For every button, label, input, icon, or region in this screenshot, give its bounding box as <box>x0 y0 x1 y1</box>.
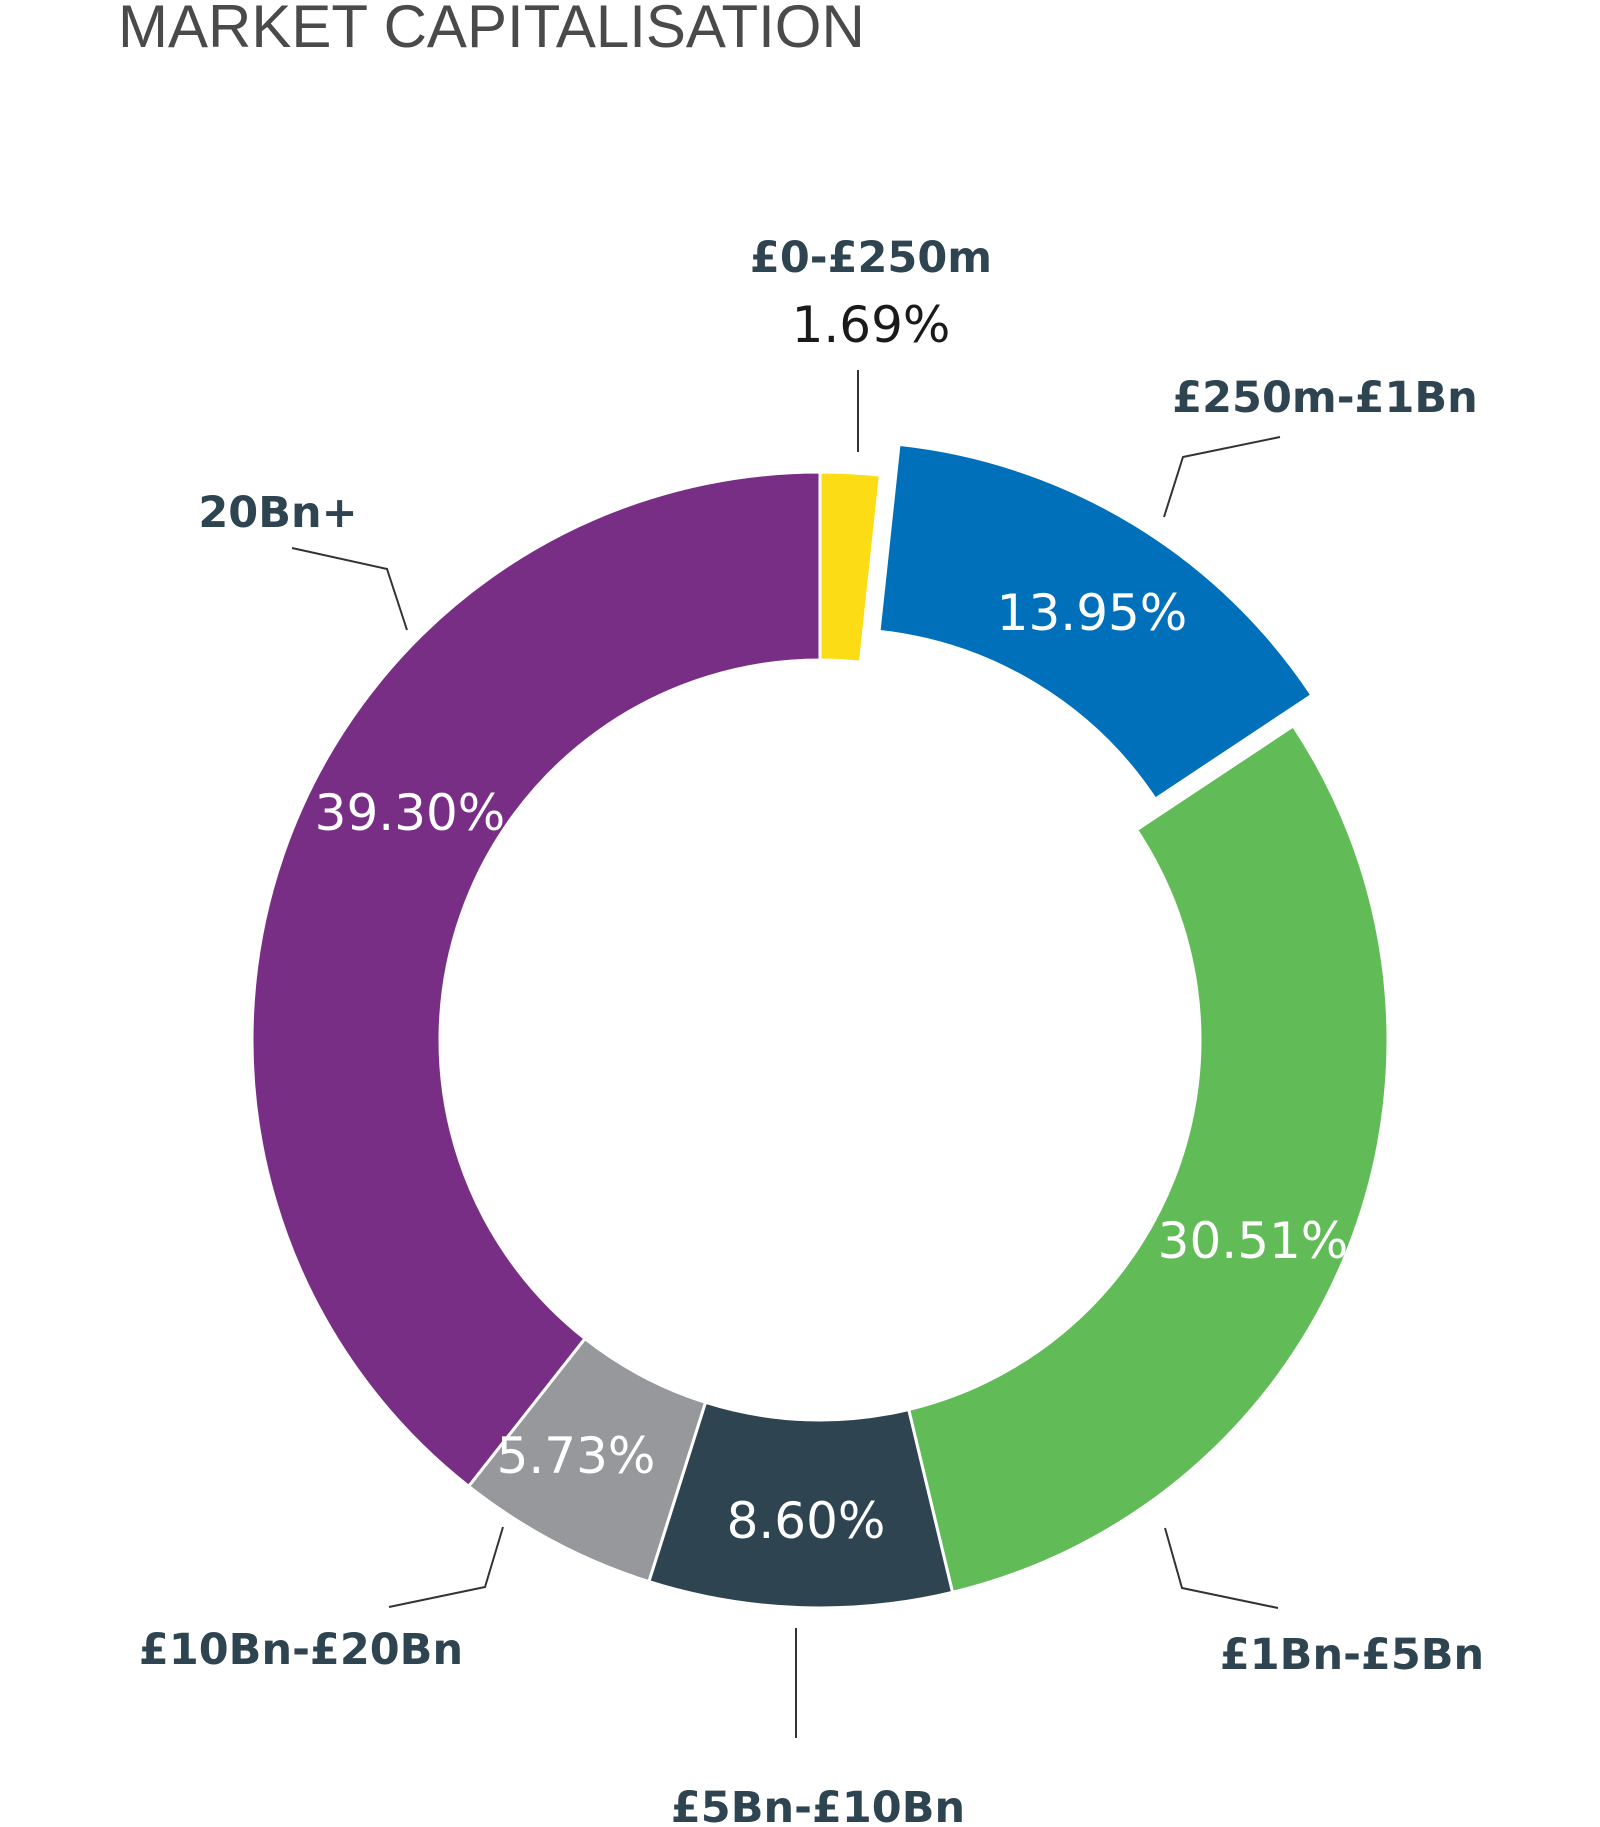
slice-0-250m <box>818 470 882 664</box>
leader-line-250m-1bn <box>1163 436 1281 518</box>
category-label-20bn-plus: 20Bn+ <box>198 488 357 538</box>
slice-20bn <box>250 470 822 1489</box>
slice-1bn-5bn <box>906 723 1390 1595</box>
value-label-10bn-20bn: 5.73% <box>497 1427 656 1485</box>
category-label-0-250m: £0-£250m <box>750 233 992 283</box>
slice-250m-1bn <box>877 442 1315 802</box>
category-label-5bn-10bn: £5Bn-£10Bn <box>671 1783 965 1827</box>
value-label-20bn-plus: 39.30% <box>315 784 506 842</box>
value-label-5bn-10bn: 8.60% <box>727 1492 886 1550</box>
category-label-10bn-20bn: £10Bn-£20Bn <box>139 1625 463 1675</box>
chart-title: MARKET CAPITALISATION <box>118 0 865 60</box>
leader-line-1bn-5bn <box>1164 1527 1279 1609</box>
category-label-1bn-5bn: £1Bn-£5Bn <box>1220 1630 1484 1680</box>
value-label-0-250m: 1.69% <box>792 296 951 354</box>
slices-group <box>250 442 1390 1610</box>
category-label-250m-1bn: £250m-£1Bn <box>1172 373 1478 423</box>
leader-line-10bn-20bn <box>388 1526 504 1608</box>
leader-line-20bn-plus <box>291 547 408 631</box>
value-label-250m-1bn: 13.95% <box>997 584 1188 642</box>
value-label-1bn-5bn: 30.51% <box>1158 1212 1349 1270</box>
